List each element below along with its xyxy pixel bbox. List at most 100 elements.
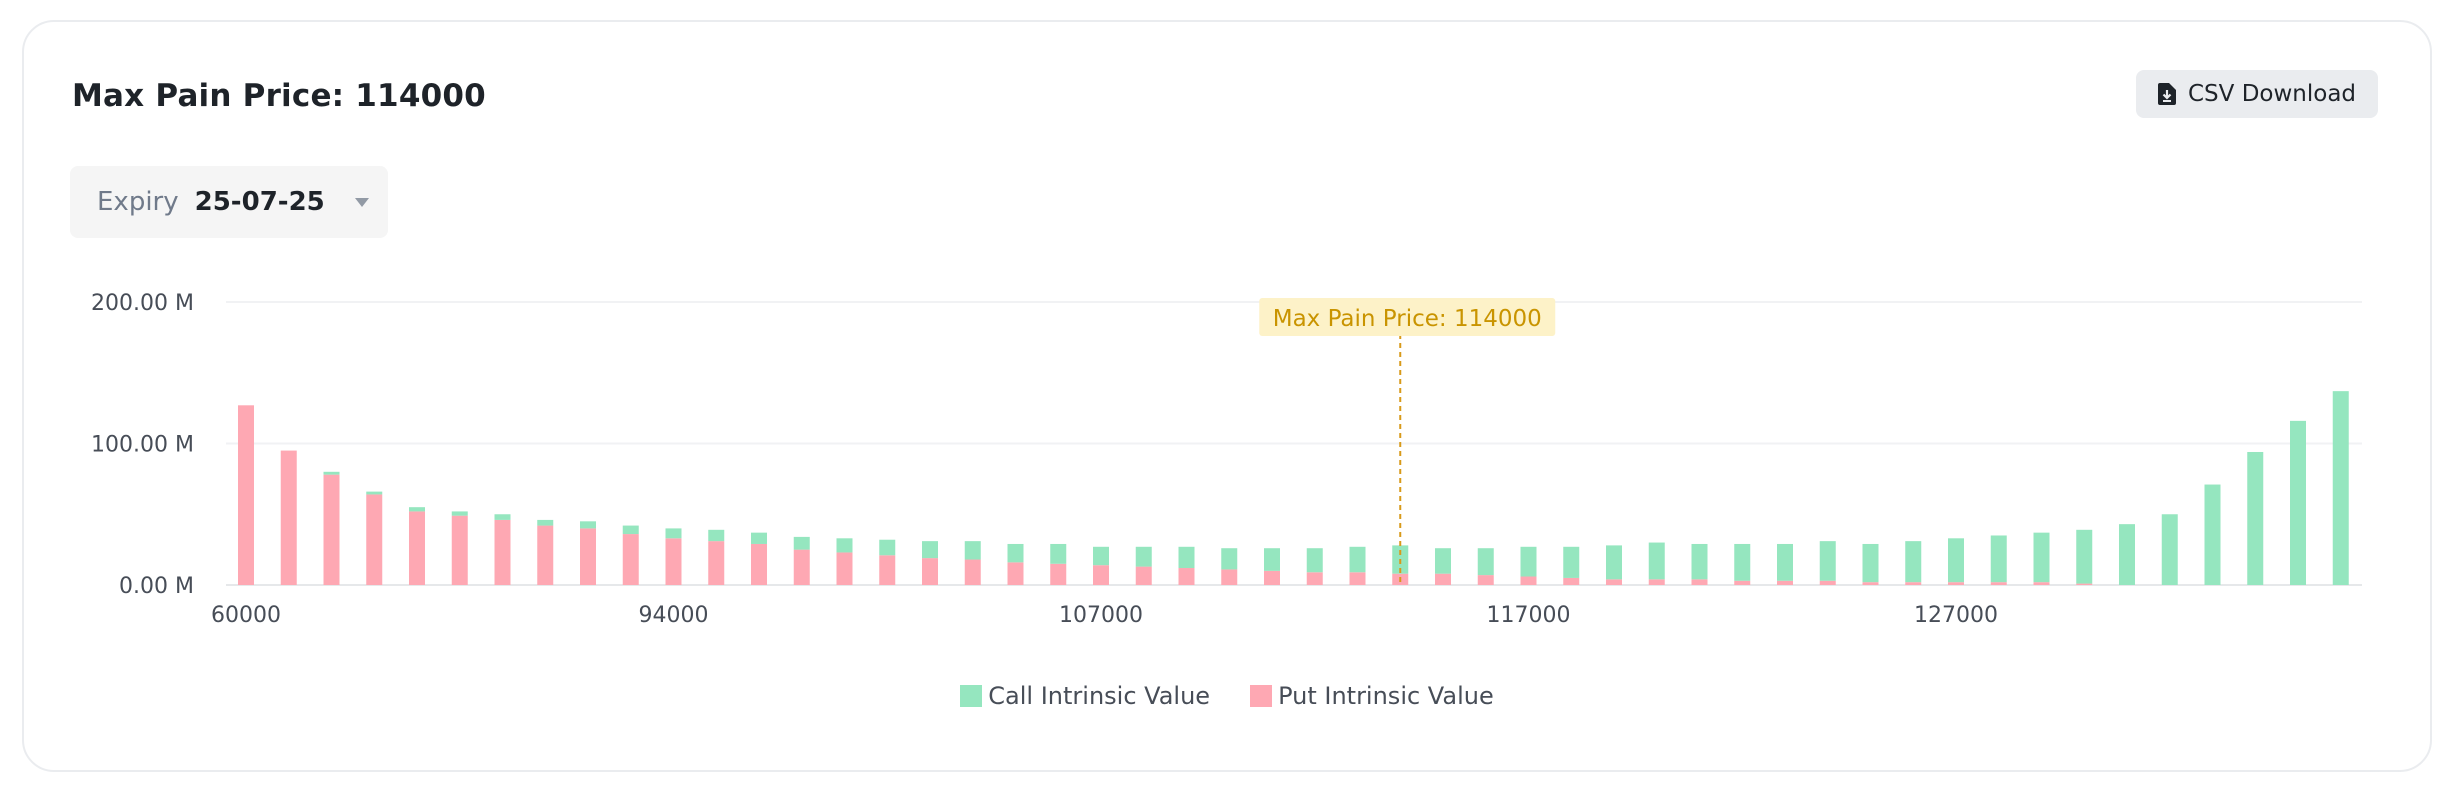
bar-call[interactable] [2247,451,2264,585]
bar-call[interactable] [1477,548,1494,576]
bar-put[interactable] [238,405,254,585]
bar-call[interactable] [451,511,468,516]
legend-item-put[interactable]: Put Intrinsic Value [1250,682,1494,710]
bar-call[interactable] [494,514,511,520]
bar-put[interactable] [1606,579,1622,585]
x-tick-label: 107000 [1059,603,1143,628]
bar-put[interactable] [280,450,297,585]
bar-put[interactable] [708,541,725,585]
expiry-select[interactable]: Expiry 25-07-25 [70,166,388,238]
bar-put[interactable] [323,474,340,585]
bar-call[interactable] [1734,543,1751,581]
bar-put[interactable] [1050,563,1067,585]
bar-call[interactable] [1819,541,1836,581]
bar-call[interactable] [1349,546,1366,573]
bar-put[interactable] [1007,562,1024,585]
bar-call[interactable] [879,539,896,556]
bar-put[interactable] [1734,580,1751,585]
bar-call[interactable] [1050,543,1067,564]
bar-call[interactable] [708,529,725,542]
bar-call[interactable] [622,525,639,535]
bar-call[interactable] [836,538,853,553]
bar-call[interactable] [1691,543,1708,580]
bar-call[interactable] [1862,543,1879,583]
bar-call[interactable] [2033,532,2050,583]
bar-call[interactable] [964,541,981,560]
bar-call[interactable] [1264,548,1280,571]
bar-call[interactable] [1135,546,1152,567]
legend-label-put: Put Intrinsic Value [1278,682,1494,710]
bar-put[interactable] [1221,569,1238,585]
bar-call[interactable] [1563,546,1580,578]
bar-put[interactable] [537,525,554,585]
bar-put[interactable] [2076,583,2093,585]
bar-put[interactable] [793,549,810,585]
bar-put[interactable] [665,538,682,585]
bar-put[interactable] [1520,576,1537,585]
bar-call[interactable] [793,536,810,550]
bar-put[interactable] [1777,580,1793,585]
bar-put[interactable] [1563,577,1580,585]
bar-call[interactable] [1520,546,1537,577]
bar-call[interactable] [366,491,383,495]
bar-put[interactable] [751,543,767,585]
bar-put[interactable] [1477,575,1494,585]
bar-call[interactable] [2332,391,2349,585]
bar-put[interactable] [964,559,981,585]
bar-call[interactable] [1178,546,1195,569]
bar-call[interactable] [2161,514,2178,585]
bar-put[interactable] [1435,573,1451,585]
bar-put[interactable] [1264,570,1280,585]
bar-call[interactable] [922,541,938,559]
bar-call[interactable] [1221,548,1238,570]
bar-call[interactable] [2119,524,2135,585]
bar-put[interactable] [2033,582,2050,585]
bar-call[interactable] [1435,548,1451,574]
bar-put[interactable] [409,511,425,585]
bar-put[interactable] [494,519,511,585]
bar-put[interactable] [1306,572,1323,585]
bar-call[interactable] [665,528,682,539]
bar-call[interactable] [537,519,554,526]
bar-call[interactable] [1990,535,2007,583]
bar-call[interactable] [1306,548,1323,573]
bar-put[interactable] [1691,579,1708,585]
bar-put[interactable] [1093,565,1109,585]
x-tick-label: 60000 [211,603,281,628]
bar-call[interactable] [1948,538,1964,583]
bar-put[interactable] [622,534,639,585]
bar-call[interactable] [323,471,340,475]
bar-put[interactable] [580,528,596,585]
bar-put[interactable] [879,555,896,585]
bar-put[interactable] [922,558,938,585]
legend-item-call[interactable]: Call Intrinsic Value [960,682,1210,710]
bar-put[interactable] [1905,582,1922,585]
bar-call[interactable] [1093,546,1109,566]
bar-call[interactable] [580,521,596,529]
bar-call[interactable] [2290,420,2306,585]
bar-call[interactable] [1007,543,1024,563]
bar-put[interactable] [1862,582,1879,585]
bar-call[interactable] [1648,542,1665,580]
bar-put[interactable] [1819,580,1836,585]
bar-call[interactable] [2076,529,2093,584]
bar-put[interactable] [1135,566,1152,585]
csv-download-button[interactable]: CSV Download [2136,70,2378,118]
bar-call[interactable] [1777,543,1793,581]
bar-put[interactable] [451,515,468,585]
x-tick-label: 127000 [1914,603,1998,628]
bar-call[interactable] [1606,545,1622,580]
bar-put[interactable] [1990,582,2007,585]
bar-call[interactable] [2204,484,2221,585]
bar-call[interactable] [1905,541,1922,583]
bar-call[interactable] [751,532,767,544]
bar-put[interactable] [1948,582,1964,585]
bar-put[interactable] [1178,568,1195,585]
bar-call[interactable] [409,507,425,512]
x-tick-label: 94000 [639,603,709,628]
bar-put[interactable] [836,552,853,585]
bar-put[interactable] [366,494,383,585]
bar-put[interactable] [1349,572,1366,585]
bar-put[interactable] [1648,579,1665,585]
page-title: Max Pain Price: 114000 [72,78,486,114]
